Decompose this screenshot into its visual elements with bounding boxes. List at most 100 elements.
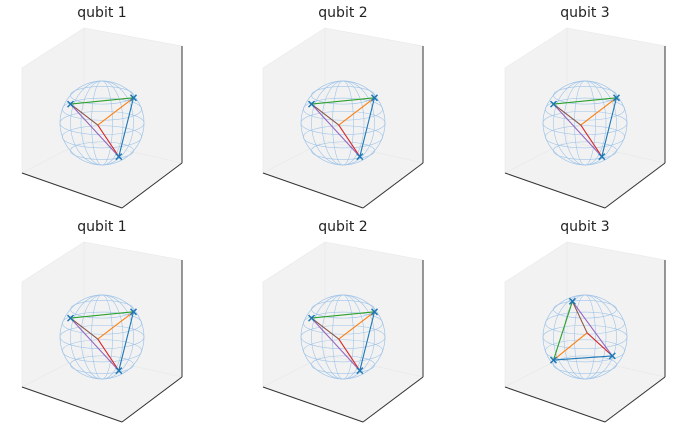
bloch-point-marker [370,308,379,316]
sphere-parallel [59,324,145,350]
bloch-edge [118,311,135,371]
bloch-edge [311,311,375,319]
bloch-edge [553,103,603,157]
x-axis-line [504,386,606,423]
bloch-edge [97,97,134,126]
panel-title: qubit 2 [318,219,367,235]
bloch-edge [338,97,375,126]
sphere-parallel [553,86,617,105]
bloch-edge [571,300,613,357]
marker-stroke [66,314,75,322]
bloch-panel: qubit 1 [21,5,183,209]
marker-stroke [129,308,138,316]
bloch-edge [580,97,617,126]
bloch-edge [338,338,361,371]
sphere-parallel [70,141,134,160]
marker-stroke [129,94,138,102]
sphere-parallel [303,97,383,121]
sphere-parallel [311,300,375,319]
bloch-panel: qubit 3 [504,219,666,423]
panel-title: qubit 1 [77,219,126,235]
pane-right [83,27,183,164]
bloch-edge [553,103,582,126]
bloch-edge [338,311,375,340]
marker-stroke [356,367,364,375]
bloch-point-marker [598,153,606,161]
x-axis-line [504,172,606,209]
marker-stroke [356,153,364,161]
sphere-parallel [303,125,383,149]
sphere-meridian [553,294,617,380]
marker-stroke [307,314,316,322]
marker-stroke [612,94,621,102]
y-axis-line [362,162,424,209]
bloch-edge [97,311,134,340]
marker-stroke [115,153,123,161]
x-axis-line [262,386,364,423]
sphere-parallel [62,97,142,121]
pane-right [324,27,424,164]
panel-title: qubit 3 [560,5,609,21]
marker-stroke [307,100,316,108]
bloch-edge [359,97,376,157]
sphere-parallel [62,311,142,335]
sphere-meridian [311,80,375,166]
bloch-edge [601,97,618,157]
bloch-edge [580,124,603,157]
bloch-panel: qubit 2 [262,5,424,209]
bloch-edge [553,355,613,361]
y-axis-line [121,376,183,423]
y-axis-line [121,162,183,209]
bloch-edge [70,317,99,340]
sphere-parallel [545,125,625,149]
bloch-point-marker [370,94,379,102]
x-axis-line [262,172,364,209]
bloch-edge [552,301,573,361]
bloch-edge [553,332,588,361]
sphere-parallel [300,110,386,136]
bloch-edge [70,97,134,105]
marker-stroke [370,308,379,316]
sphere-meridian [311,294,375,380]
bloch-point-marker [115,367,123,375]
sphere-parallel [553,355,617,374]
bloch-edge [311,103,361,157]
sphere-parallel [303,339,383,363]
bloch-point-marker [307,314,316,322]
bloch-point-marker [307,100,316,108]
bloch-point-marker [129,94,138,102]
bloch-panel: qubit 1 [21,219,183,423]
x-axis-line [21,172,123,209]
marker-stroke [549,356,558,364]
y-axis-line [604,162,666,209]
bloch-edge [70,103,120,157]
bloch-edge [571,301,588,334]
panel-title: qubit 3 [560,219,609,235]
bloch-point-marker [612,94,621,102]
bloch-point-marker [66,100,75,108]
sphere-parallel [62,339,142,363]
marker-stroke [598,153,606,161]
sphere-meridian [70,294,134,380]
sphere-parallel [70,300,134,319]
bloch-edge [311,97,375,105]
bloch-point-marker [568,297,576,305]
bloch-point-marker [549,100,558,108]
bloch-edge [338,124,361,157]
y-axis-line [362,376,424,423]
sphere-parallel [311,86,375,105]
panel-title: qubit 1 [77,5,126,21]
pane-right [83,241,183,378]
bloch-point-marker [129,308,138,316]
sphere-parallel [59,110,145,136]
bloch-point-marker [356,367,364,375]
bloch-edge [311,317,361,371]
marker-stroke [549,100,558,108]
pane-right [566,27,666,164]
sphere-parallel [545,97,625,121]
bloch-point-marker [66,314,75,322]
marker-stroke [66,100,75,108]
pane-right [324,241,424,378]
bloch-edge [359,311,376,371]
